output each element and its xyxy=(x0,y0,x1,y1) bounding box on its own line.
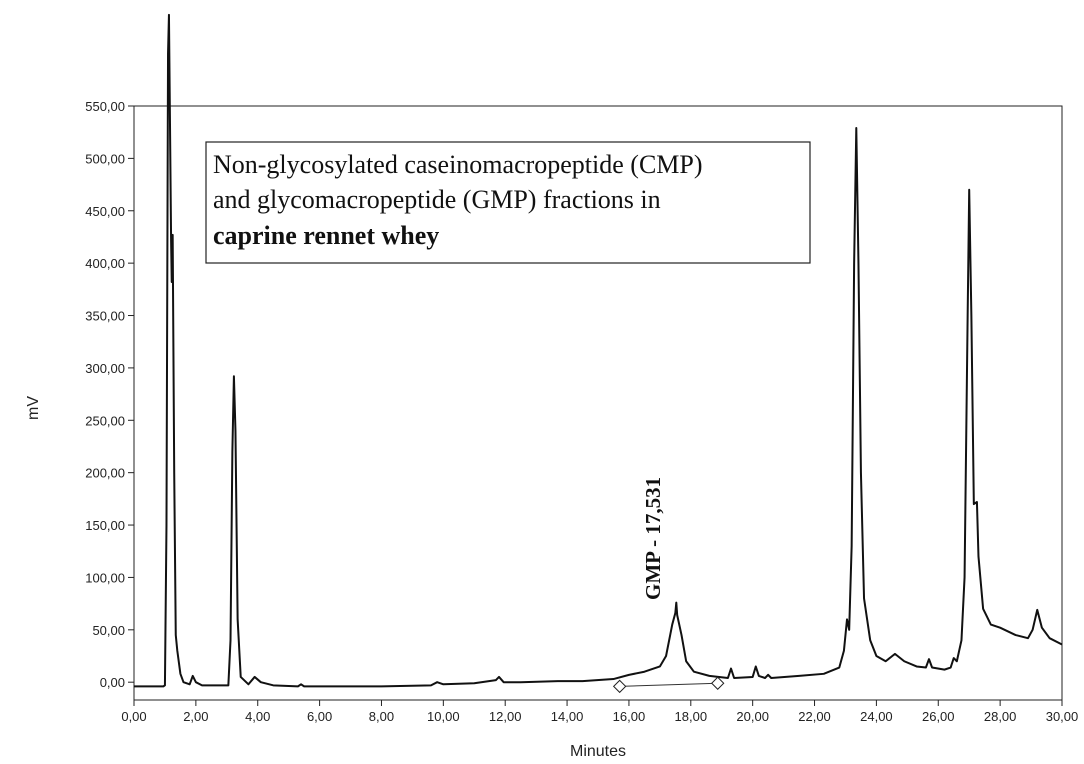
y-tick-label: 250,00 xyxy=(85,413,125,428)
x-tick-label: 28,00 xyxy=(984,709,1017,724)
integration-baseline xyxy=(619,682,718,687)
y-tick-label: 0,00 xyxy=(100,675,125,690)
chromatogram-line xyxy=(134,13,1063,688)
annotation-line: and glycomacropeptide (GMP) fractions in xyxy=(213,185,661,214)
x-tick-label: 8,00 xyxy=(369,709,394,724)
peak-label: GMP - 17,531 xyxy=(641,477,665,600)
x-tick-label: 26,00 xyxy=(922,709,955,724)
y-tick-label: 450,00 xyxy=(85,204,125,219)
x-tick-label: 18,00 xyxy=(675,709,708,724)
annotation-box xyxy=(205,141,811,264)
y-tick-label: 500,00 xyxy=(85,151,125,166)
y-tick-label: 400,00 xyxy=(85,256,125,271)
y-tick-label: 550,00 xyxy=(85,99,125,114)
baseline-marker xyxy=(612,679,627,694)
y-tick-label: 200,00 xyxy=(85,466,125,481)
y-tick-label: 150,00 xyxy=(85,518,125,533)
x-tick-label: 30,00 xyxy=(1046,709,1079,724)
annotation-line: caprine rennet whey xyxy=(213,221,439,250)
x-tick-label: 10,00 xyxy=(427,709,460,724)
x-tick-label: 2,00 xyxy=(183,709,208,724)
x-tick-label: 4,00 xyxy=(245,709,270,724)
plot-frame xyxy=(133,105,1063,701)
x-tick-label: 12,00 xyxy=(489,709,522,724)
y-tick-label: 300,00 xyxy=(85,361,125,376)
x-tick-label: 24,00 xyxy=(860,709,893,724)
x-tick-label: 20,00 xyxy=(736,709,769,724)
x-axis-label: Minutes xyxy=(570,743,626,760)
y-tick-label: 350,00 xyxy=(85,309,125,324)
x-tick-label: 0,00 xyxy=(121,709,146,724)
x-tick-label: 22,00 xyxy=(798,709,831,724)
x-tick-label: 16,00 xyxy=(613,709,646,724)
x-tick-label: 6,00 xyxy=(307,709,332,724)
y-tick-label: 100,00 xyxy=(85,570,125,585)
baseline-marker xyxy=(711,676,725,690)
annotation-line: Non-glycosylated caseinomacropeptide (CM… xyxy=(213,150,703,179)
y-tick-label: 50,00 xyxy=(92,623,125,638)
x-tick-label: 14,00 xyxy=(551,709,584,724)
y-axis-label: mV xyxy=(25,396,42,420)
